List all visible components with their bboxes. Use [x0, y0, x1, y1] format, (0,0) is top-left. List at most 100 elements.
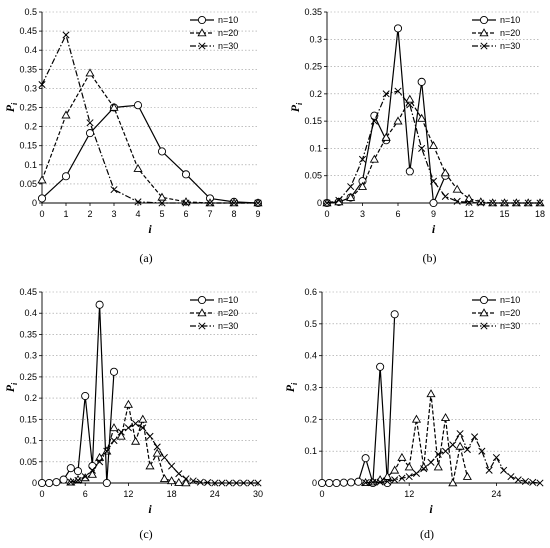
y-axis-label-subscript: i	[10, 102, 19, 105]
data-point	[441, 447, 450, 455]
legend-label: n=20	[500, 308, 520, 318]
legend-label: n=30	[218, 321, 238, 331]
data-point	[139, 424, 147, 432]
data-point	[417, 77, 426, 86]
x-axis-label: i	[429, 502, 433, 516]
data-point	[182, 475, 190, 483]
data-point	[86, 119, 94, 127]
data-point	[232, 479, 240, 487]
data-point	[383, 477, 391, 485]
data-point	[37, 478, 47, 488]
y-axis-label: Pi	[3, 102, 19, 112]
series-n=20	[37, 68, 263, 207]
data-point	[536, 479, 544, 487]
x-tick-label: 6	[83, 489, 88, 499]
series-n=20	[361, 389, 472, 487]
x-tick-label: 6	[395, 209, 400, 219]
series-n=30	[362, 430, 544, 487]
legend-marker	[479, 15, 489, 25]
data-point	[159, 474, 169, 483]
data-point	[85, 68, 95, 77]
y-tick-label: 0.5	[24, 7, 37, 17]
data-point	[85, 129, 95, 138]
data-point	[417, 113, 427, 122]
series-line	[326, 28, 446, 206]
y-tick-label: 0.05	[304, 171, 322, 181]
x-tick-label: 6	[183, 209, 188, 219]
data-point	[405, 167, 414, 176]
data-point	[73, 467, 83, 476]
data-point	[168, 462, 176, 470]
data-point	[405, 94, 415, 103]
data-point	[393, 24, 403, 33]
x-tick-label: 1	[63, 209, 68, 219]
legend-marker	[197, 295, 207, 305]
legend-marker	[479, 28, 489, 37]
y-tick-label: 0.1	[24, 436, 37, 446]
series-n=30	[323, 87, 544, 207]
data-point	[440, 413, 451, 422]
data-point	[225, 479, 233, 487]
data-point	[492, 453, 500, 462]
y-axis-label-subscript: i	[295, 102, 304, 105]
data-point	[347, 478, 356, 487]
data-point	[463, 446, 471, 454]
data-point	[103, 447, 111, 455]
data-point	[397, 452, 407, 461]
data-point	[412, 469, 421, 478]
x-tick-label: 12	[123, 489, 133, 499]
chart-panel-3: 0 0.05 0.1 0.15 0.2 0.25 0.3 0.35 0.4 0.45 0 6 12 18 2…	[3, 287, 263, 541]
data-point	[37, 175, 47, 184]
y-tick-label: 0	[317, 198, 322, 208]
data-point	[325, 478, 334, 488]
y-tick-label: 0.5	[304, 319, 317, 329]
legend-label: n=10	[218, 15, 238, 25]
data-point	[109, 423, 119, 432]
legend-label: n=10	[500, 295, 520, 305]
data-point	[404, 462, 414, 471]
data-point	[411, 414, 422, 423]
data-point	[204, 479, 212, 487]
data-point	[390, 310, 399, 319]
data-point	[362, 479, 370, 487]
x-tick-label: 9	[431, 209, 436, 219]
y-tick-label: 0	[32, 198, 37, 208]
y-tick-label: 0.3	[24, 83, 37, 93]
data-point	[441, 192, 449, 201]
data-point	[429, 198, 438, 208]
legend: n=10 n=20 n=30	[190, 15, 238, 51]
y-axis-label: Pi	[288, 102, 304, 112]
data-point	[45, 478, 54, 488]
data-point	[240, 479, 248, 487]
data-point	[521, 477, 530, 485]
data-point	[95, 300, 104, 309]
y-tick-label: 0.6	[304, 287, 317, 297]
y-tick-label: 0.3	[309, 34, 322, 44]
series-line	[41, 71, 258, 204]
legend-label: n=30	[218, 41, 238, 51]
data-point	[429, 177, 438, 185]
legend-marker	[198, 42, 206, 50]
data-point	[391, 476, 399, 484]
data-point	[536, 199, 544, 207]
data-point	[370, 117, 378, 125]
data-point	[81, 473, 89, 481]
data-point	[133, 163, 143, 172]
legend-label: n=30	[500, 41, 520, 51]
y-tick-label: 0.25	[304, 62, 322, 72]
y-tick-label: 0.4	[24, 308, 37, 318]
series-n=10	[317, 310, 399, 488]
y-tick-label: 0.2	[24, 122, 37, 132]
data-point	[507, 473, 515, 481]
data-point	[514, 476, 522, 484]
legend-label: n=20	[500, 28, 520, 38]
data-point	[427, 458, 435, 466]
data-point	[181, 478, 191, 487]
data-point	[38, 81, 46, 89]
x-tick-label: 2	[87, 209, 92, 219]
y-axis-label-subscript: i	[10, 382, 19, 385]
data-point	[361, 454, 370, 463]
data-point	[354, 477, 363, 486]
data-point	[157, 192, 167, 201]
data-point	[500, 199, 509, 207]
